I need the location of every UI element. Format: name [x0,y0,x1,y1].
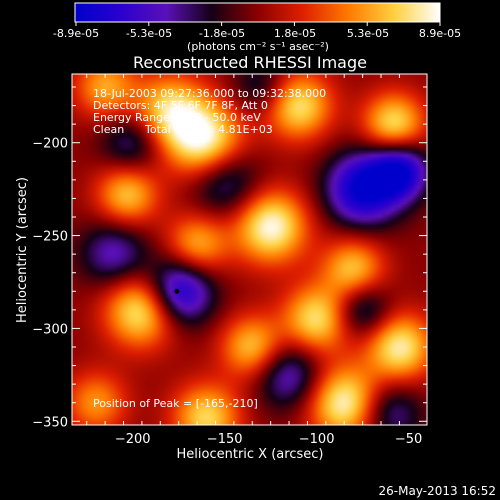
x-axis-label: Heliocentric X (arcsec) [177,447,324,462]
colorbar-ticks [75,22,441,26]
algorithm-text: Clean [93,123,124,136]
y-tick-label: −200 [32,137,68,152]
y-tick-labels: −200 −250 −300 −350 [32,137,68,431]
peak-marker [174,288,180,294]
colorbar-tick-1: -8.9e-05 [53,27,99,40]
x-tick-label: −50 [395,432,422,447]
annotation-block: 18-Jul-2003 09:27:36.000 to 09:32:38.000… [93,87,326,410]
x-tick-label: −200 [115,432,151,447]
axis-ticks [72,74,427,425]
x-tick-label: −100 [299,432,335,447]
colorbar-tick-4: 1.8e-05 [274,27,316,40]
date-stamp: 26-May-2013 16:52 [379,484,496,498]
total-counts-text: Total counts: 4.81E+03 [144,123,273,136]
plot-frame [71,73,428,426]
time-range-text: 18-Jul-2003 09:27:36.000 to 09:32:38.000 [93,87,326,100]
peak-position-text: Position of Peak = [-165,-210] [93,397,258,410]
colorbar-strip [74,2,441,23]
y-axis-label: Heliocentric Y (arcsec) [15,177,30,323]
colorbar-tick-5: 5.3e-05 [347,27,389,40]
colorbar-unit-label: (photons cm⁻² s⁻¹ asec⁻²) [187,40,329,53]
colorbar-tick-6: 8.9e-05 [419,27,461,40]
heatmap-image [72,74,427,425]
x-tick-label: −150 [207,432,243,447]
y-tick-label: −300 [32,322,68,337]
colorbar: -8.9e-05 -5.3e-05 -1.8e-05 1.8e-05 5.3e-… [53,2,461,53]
colorbar-tick-2: -5.3e-05 [126,27,172,40]
y-tick-label: −350 [32,415,68,430]
chart-title: Reconstructed RHESSI Image [133,53,367,72]
detectors-text: Detectors: 4F 5F 6F 7F 8F, Att 0 [93,99,268,112]
energy-range-text: Energy Range: 25.0 - 50.0 keV [93,111,261,124]
x-tick-labels: −200 −150 −100 −50 [115,432,422,447]
colorbar-tick-3: -1.8e-05 [199,27,245,40]
y-tick-label: −250 [32,230,68,245]
